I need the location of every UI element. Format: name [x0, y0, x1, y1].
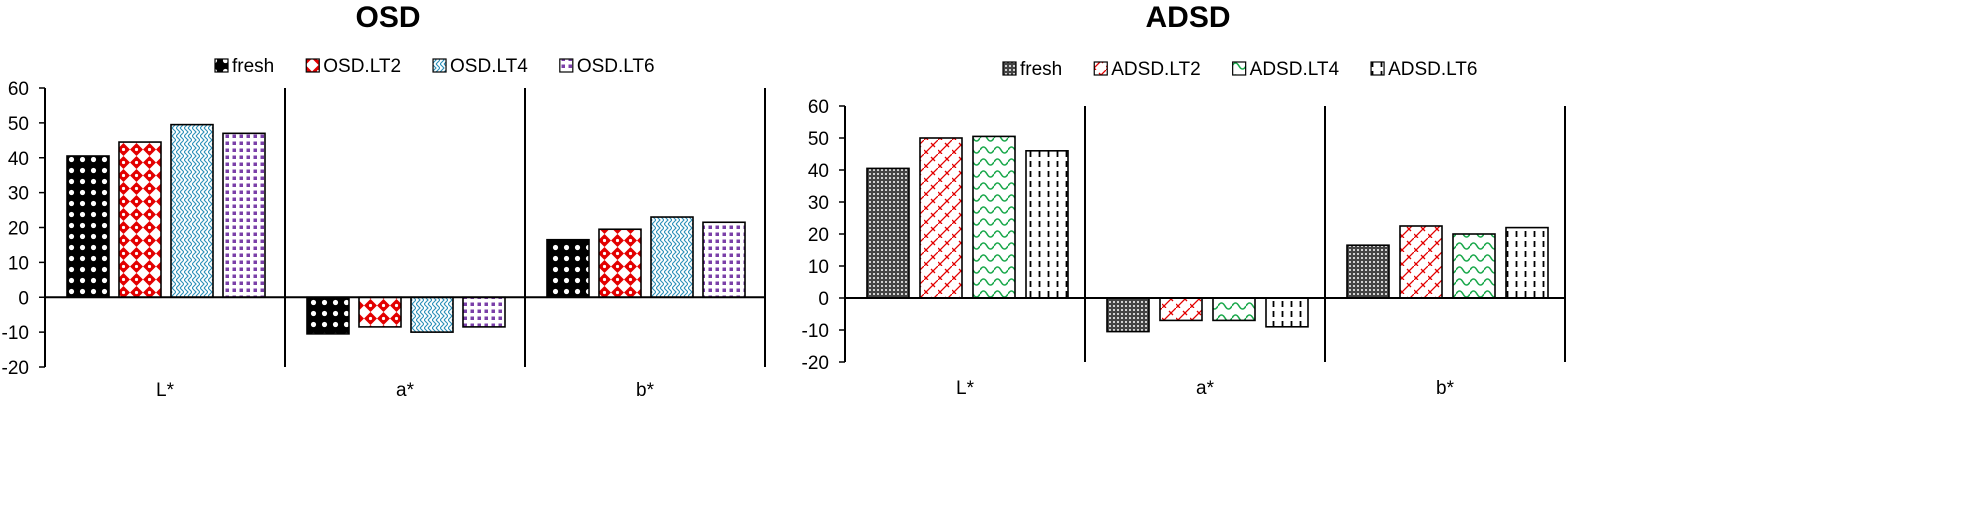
bar-fresh-l — [866, 167, 910, 299]
y-ticks: -20 -10 0 10 20 30 40 50 60 — [2, 79, 45, 379]
bar-adsd-lt6-a — [1265, 297, 1309, 328]
legend-label: ADSD.LT4 — [1250, 59, 1340, 80]
bar-osd-lt4-b — [650, 216, 694, 299]
bar-fresh-b — [1346, 244, 1390, 299]
y-tick-label: 0 — [18, 288, 29, 309]
bar-osd-lt6-a — [462, 296, 506, 328]
bar-adsd-lt4-l — [972, 135, 1016, 299]
y-tick-label: 40 — [808, 161, 829, 182]
y-tick-label: 50 — [808, 129, 829, 150]
legend-item-adsd-lt4: ADSD.LT4 — [1232, 59, 1340, 80]
legend-swatch — [432, 58, 447, 73]
y-tick-label: 30 — [8, 184, 29, 205]
legend-swatch — [559, 58, 574, 73]
bar-osd-lt6-b — [702, 221, 746, 299]
bar-fresh-b — [546, 238, 590, 299]
y-ticks: -20 -10 0 10 20 30 40 50 60 — [802, 97, 845, 374]
legend-label: ADSD.LT2 — [1111, 59, 1200, 80]
y-tick-label: -20 — [802, 353, 829, 374]
bar-osd-lt4-l — [170, 123, 214, 299]
y-tick-label: 20 — [808, 225, 829, 246]
category-label-a: a* — [396, 380, 415, 401]
adsd-chart-panel: ADSD fresh ADSD.LT2 ADSD.LT4 ADSD.LT6 -20 -10 0… — [802, 1, 1566, 399]
legend-item-fresh: fresh — [214, 56, 274, 77]
bars — [66, 123, 746, 335]
bar-adsd-lt6-b — [1505, 226, 1549, 299]
bars — [866, 135, 1549, 333]
category-label-a: a* — [1196, 378, 1215, 399]
bar-adsd-lt6-l — [1025, 150, 1069, 299]
legend-item-osd-lt6: OSD.LT6 — [559, 56, 655, 77]
legend-item-adsd-lt6: ADSD.LT6 — [1370, 59, 1477, 80]
bar-osd-lt2-b — [598, 228, 642, 299]
legend-label: fresh — [1020, 59, 1062, 80]
legend-label: ADSD.LT6 — [1388, 59, 1477, 80]
category-label-l: L* — [156, 380, 175, 401]
y-tick-label: -10 — [802, 321, 829, 342]
y-tick-label: -10 — [2, 323, 29, 344]
category-label-b: b* — [1436, 378, 1455, 399]
bar-adsd-lt2-b — [1399, 225, 1443, 299]
legend-item-fresh: fresh — [1002, 59, 1062, 80]
chart-title: ADSD — [1145, 1, 1230, 34]
legend-swatch — [1370, 61, 1385, 76]
category-label-b: b* — [636, 380, 655, 401]
bar-osd-lt2-l — [118, 141, 162, 299]
legend-label: fresh — [232, 56, 274, 77]
bar-fresh-l — [66, 155, 110, 299]
bar-fresh-a — [1106, 297, 1150, 333]
bar-fresh-a — [306, 296, 350, 335]
legend: fresh ADSD.LT2 ADSD.LT4 ADSD.LT6 — [1002, 59, 1477, 80]
y-tick-label: 40 — [8, 149, 29, 170]
chart-title: OSD — [355, 1, 420, 34]
legend-item-adsd-lt2: ADSD.LT2 — [1093, 59, 1201, 80]
bar-adsd-lt2-l — [919, 137, 963, 299]
bar-osd-lt4-a — [410, 296, 454, 333]
legend-swatch — [1002, 61, 1017, 76]
osd-chart-panel: OSD fresh OSD.LT2 OSD.LT4 OSD.LT6 -20 -10 0 10 20… — [2, 1, 766, 401]
category-label-l: L* — [956, 378, 975, 399]
legend-label: OSD.LT6 — [577, 56, 655, 77]
bar-adsd-lt4-a — [1212, 297, 1256, 322]
y-tick-label: 10 — [8, 253, 29, 274]
legend-item-osd-lt2: OSD.LT2 — [305, 56, 401, 77]
y-tick-label: 30 — [808, 193, 829, 214]
legend-swatch — [214, 58, 229, 73]
bar-osd-lt6-l — [222, 132, 266, 299]
y-tick-label: -20 — [2, 358, 29, 379]
bar-adsd-lt4-b — [1452, 233, 1496, 299]
legend: fresh OSD.LT2 OSD.LT4 OSD.LT6 — [214, 56, 655, 77]
y-tick-label: 20 — [8, 219, 29, 240]
y-tick-label: 10 — [808, 257, 829, 278]
legend-swatch — [305, 58, 320, 73]
legend-swatch — [1093, 61, 1108, 76]
legend-label: OSD.LT4 — [450, 56, 528, 77]
y-tick-label: 50 — [8, 114, 29, 135]
bar-osd-lt2-a — [358, 296, 402, 328]
legend-label: OSD.LT2 — [323, 56, 401, 77]
bar-adsd-lt2-a — [1159, 297, 1203, 322]
y-tick-label: 60 — [808, 97, 829, 118]
y-tick-label: 0 — [818, 289, 829, 310]
y-tick-label: 60 — [8, 79, 29, 100]
legend-item-osd-lt4: OSD.LT4 — [432, 56, 528, 77]
legend-swatch — [1232, 61, 1247, 76]
